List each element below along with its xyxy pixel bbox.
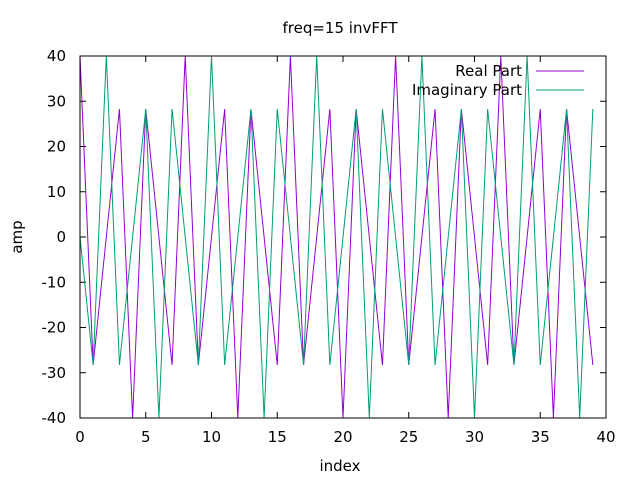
series-line-imaginary-part xyxy=(80,56,594,418)
y-tick-label: 40 xyxy=(47,47,66,65)
x-tick-label: 5 xyxy=(141,428,151,446)
y-tick-label: 20 xyxy=(47,138,66,156)
x-axis-label: index xyxy=(319,457,360,475)
y-tick-label: -10 xyxy=(42,273,67,291)
y-tick-label: -30 xyxy=(42,364,67,382)
x-tick-label: 30 xyxy=(465,428,484,446)
plot-frame xyxy=(79,55,607,419)
y-tick-label: 0 xyxy=(56,228,66,246)
series-layer xyxy=(80,56,594,418)
y-tick-label: 30 xyxy=(47,92,66,110)
x-tick-label: 10 xyxy=(202,428,221,446)
legend-label: Real Part xyxy=(455,62,522,80)
x-tick-label: 25 xyxy=(399,428,418,446)
series-line-real-part xyxy=(80,56,594,418)
x-tick-label: 15 xyxy=(268,428,287,446)
y-tick-label: 10 xyxy=(47,183,66,201)
x-tick-label: 20 xyxy=(333,428,352,446)
y-tick-label: -40 xyxy=(42,409,67,427)
x-tick-label: 35 xyxy=(531,428,550,446)
axis-ticks: 0 5 10 15 20 25 30 35 40 -40 -30 -20 -10 0 10 20 30 40 xyxy=(42,47,616,446)
y-tick-label: -20 xyxy=(42,319,67,337)
x-tick-label: 0 xyxy=(75,428,85,446)
x-tick-label: 40 xyxy=(596,428,615,446)
y-axis-label: amp xyxy=(8,220,26,253)
legend-label: Imaginary Part xyxy=(412,81,522,99)
chart-title: freq=15 invFFT xyxy=(283,19,399,37)
